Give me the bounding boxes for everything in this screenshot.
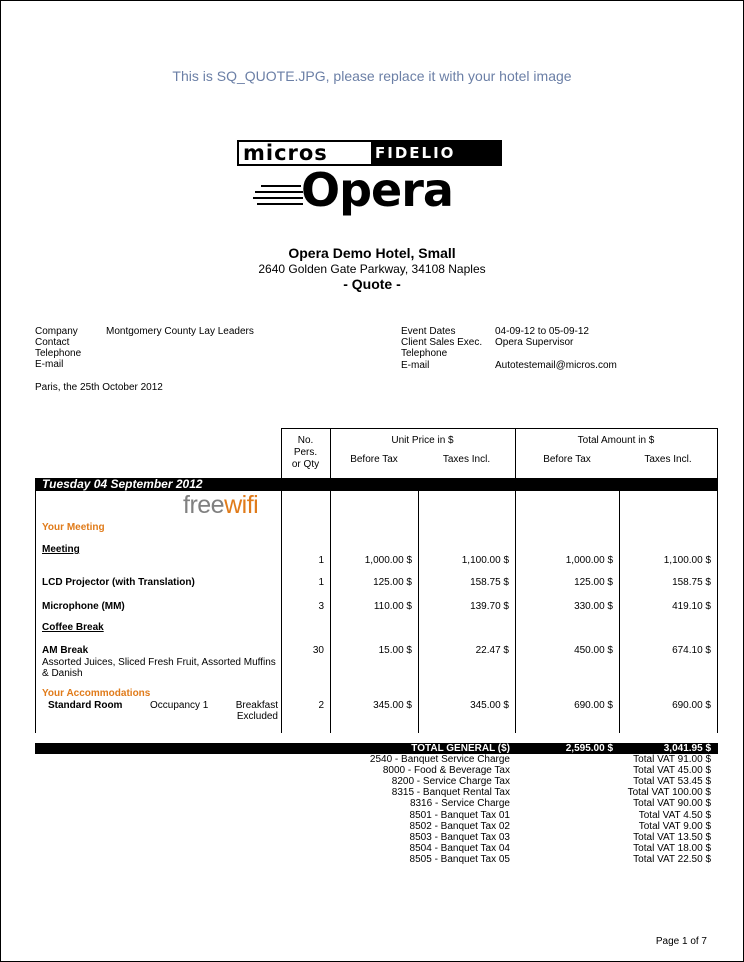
- tax-name: 8501 - Banquet Tax 01: [409, 809, 510, 821]
- tax-name: 8503 - Banquet Tax 03: [409, 831, 510, 843]
- item-total-before: 450.00 $: [574, 645, 613, 656]
- client-label: Telephone: [35, 348, 82, 359]
- section-your-meeting: Your Meeting: [42, 522, 105, 533]
- room-breakfast: Excluded: [236, 711, 278, 722]
- total-bar: [35, 743, 718, 754]
- unit-taxes-incl-header: Taxes Incl.: [442, 454, 491, 465]
- item-unit-before: 125.00 $: [373, 577, 412, 588]
- item-label: Microphone (MM): [42, 601, 125, 612]
- hotel-name: Opera Demo Hotel, Small: [288, 245, 456, 261]
- tax-amount: Total VAT 100.00 $: [627, 787, 711, 799]
- date-line: Paris, the 25th October 2012: [35, 382, 163, 393]
- item-label: AM Break: [42, 645, 89, 656]
- tax-name: 8504 - Banquet Tax 04: [409, 842, 510, 854]
- room-total-before: 690.00 $: [574, 700, 613, 711]
- room-label: Standard Room: [48, 700, 123, 711]
- event-label: E-mail: [401, 360, 430, 371]
- room-qty: 2: [318, 700, 324, 711]
- item-qty: 1: [318, 577, 324, 588]
- tax-amount: Total VAT 22.50 $: [633, 853, 711, 865]
- event-value: Opera Supervisor: [495, 337, 574, 348]
- tax-amount: Total VAT 90.00 $: [633, 798, 711, 810]
- item-unit-before: 110.00 $: [373, 601, 412, 612]
- unit-price-header: Unit Price in $: [391, 435, 454, 446]
- tax-name: 8502 - Banquet Tax 02: [409, 820, 510, 832]
- day-bar: Tuesday 04 September 2012: [35, 478, 718, 491]
- tax-amount: Total VAT 18.00 $: [633, 842, 711, 854]
- item-total-incl: 1,100.00 $: [663, 555, 711, 566]
- item-unit-incl: 1,100.00 $: [461, 555, 509, 566]
- item-qty: 1: [318, 555, 324, 566]
- event-value: 04-09-12 to 05-09-12: [495, 326, 589, 337]
- tax-amount: Total VAT 4.50 $: [638, 809, 711, 821]
- client-label: E-mail: [35, 359, 64, 370]
- item-unit-before: 1,000.00 $: [364, 555, 412, 566]
- total-label: TOTAL GENERAL ($): [411, 743, 510, 754]
- event-label: Telephone: [401, 348, 448, 359]
- room-breakfast: Breakfast: [235, 700, 278, 711]
- item-qty: 3: [318, 601, 324, 612]
- tax-amount: Total VAT 45.00 $: [633, 765, 711, 777]
- item-qty: 30: [312, 645, 324, 656]
- unit-before-tax-header: Before Tax: [350, 454, 398, 465]
- tax-amount: Total VAT 91.00 $: [633, 754, 711, 765]
- client-label: Contact: [35, 337, 70, 348]
- micros-fidelio-logo: micros FIDELIO: [237, 140, 502, 166]
- hotel-image-placeholder: This is SQ_QUOTE.JPG, please replace it …: [172, 68, 572, 84]
- tax-amount: Total VAT 9.00 $: [638, 820, 711, 832]
- item-unit-incl: 158.75 $: [470, 577, 509, 588]
- freewifi-logo: freewifi: [183, 491, 259, 519]
- tax-amount: Total VAT 13.50 $: [633, 831, 711, 843]
- hotel-address: 2640 Golden Gate Parkway, 34108 Naples: [258, 262, 486, 276]
- item-total-before: 125.00 $: [574, 577, 613, 588]
- total-before-tax-header: Before Tax: [543, 454, 591, 465]
- item-total-incl: 674.10 $: [672, 645, 711, 656]
- client-value: Montgomery County Lay Leaders: [106, 326, 254, 337]
- total-taxes-incl-header: Taxes Incl.: [644, 454, 692, 465]
- client-label: Company: [35, 326, 78, 337]
- tax-amount: Total VAT 53.45 $: [633, 776, 711, 788]
- tax-name: 2540 - Banquet Service Charge: [369, 754, 510, 765]
- item-total-before: 330.00 $: [574, 601, 613, 612]
- event-value: Autotestemail@micros.com: [495, 360, 617, 371]
- total-before-tax: 2,595.00 $: [565, 743, 613, 754]
- item-label: LCD Projector (with Translation): [42, 577, 195, 588]
- tax-name: 8315 - Banquet Rental Tax: [391, 787, 510, 799]
- tax-name: 8505 - Banquet Tax 05: [409, 853, 510, 865]
- qty-header: No. Pers. or Qty: [291, 435, 320, 470]
- item-unit-before: 15.00 $: [378, 645, 412, 656]
- item-total-before: 1,000.00 $: [565, 555, 613, 566]
- document-title: - Quote -: [343, 276, 401, 292]
- item-unit-incl: 139.70 $: [470, 601, 509, 612]
- total-amount-header: Total Amount in $: [577, 435, 655, 446]
- total-taxes-incl: 3,041.95 $: [663, 743, 711, 754]
- item-total-incl: 419.10 $: [672, 601, 711, 612]
- item-description: Assorted Juices, Sliced Fresh Fruit, Ass…: [42, 657, 276, 668]
- room-unit-before: 345.00 $: [373, 700, 412, 711]
- section-your-accommodations: Your Accommodations: [42, 688, 151, 699]
- page-number: Page 1 of 7: [655, 936, 707, 947]
- tax-name: 8316 - Service Charge: [409, 798, 510, 810]
- item-description: & Danish: [42, 668, 83, 679]
- event-label: Client Sales Exec.: [401, 337, 483, 348]
- opera-logo: Opera: [253, 163, 463, 221]
- tax-name: 8000 - Food & Beverage Tax: [382, 765, 510, 777]
- tax-name: 8200 - Service Charge Tax: [391, 776, 510, 788]
- room-occupancy: Occupancy 1: [150, 700, 209, 711]
- item-unit-incl: 22.47 $: [475, 645, 509, 656]
- item-total-incl: 158.75 $: [672, 577, 711, 588]
- item-label: Meeting: [42, 544, 80, 555]
- room-unit-incl: 345.00 $: [470, 700, 509, 711]
- item-label: Coffee Break: [42, 622, 104, 633]
- room-total-incl: 690.00 $: [672, 700, 711, 711]
- event-label: Event Dates: [401, 326, 456, 337]
